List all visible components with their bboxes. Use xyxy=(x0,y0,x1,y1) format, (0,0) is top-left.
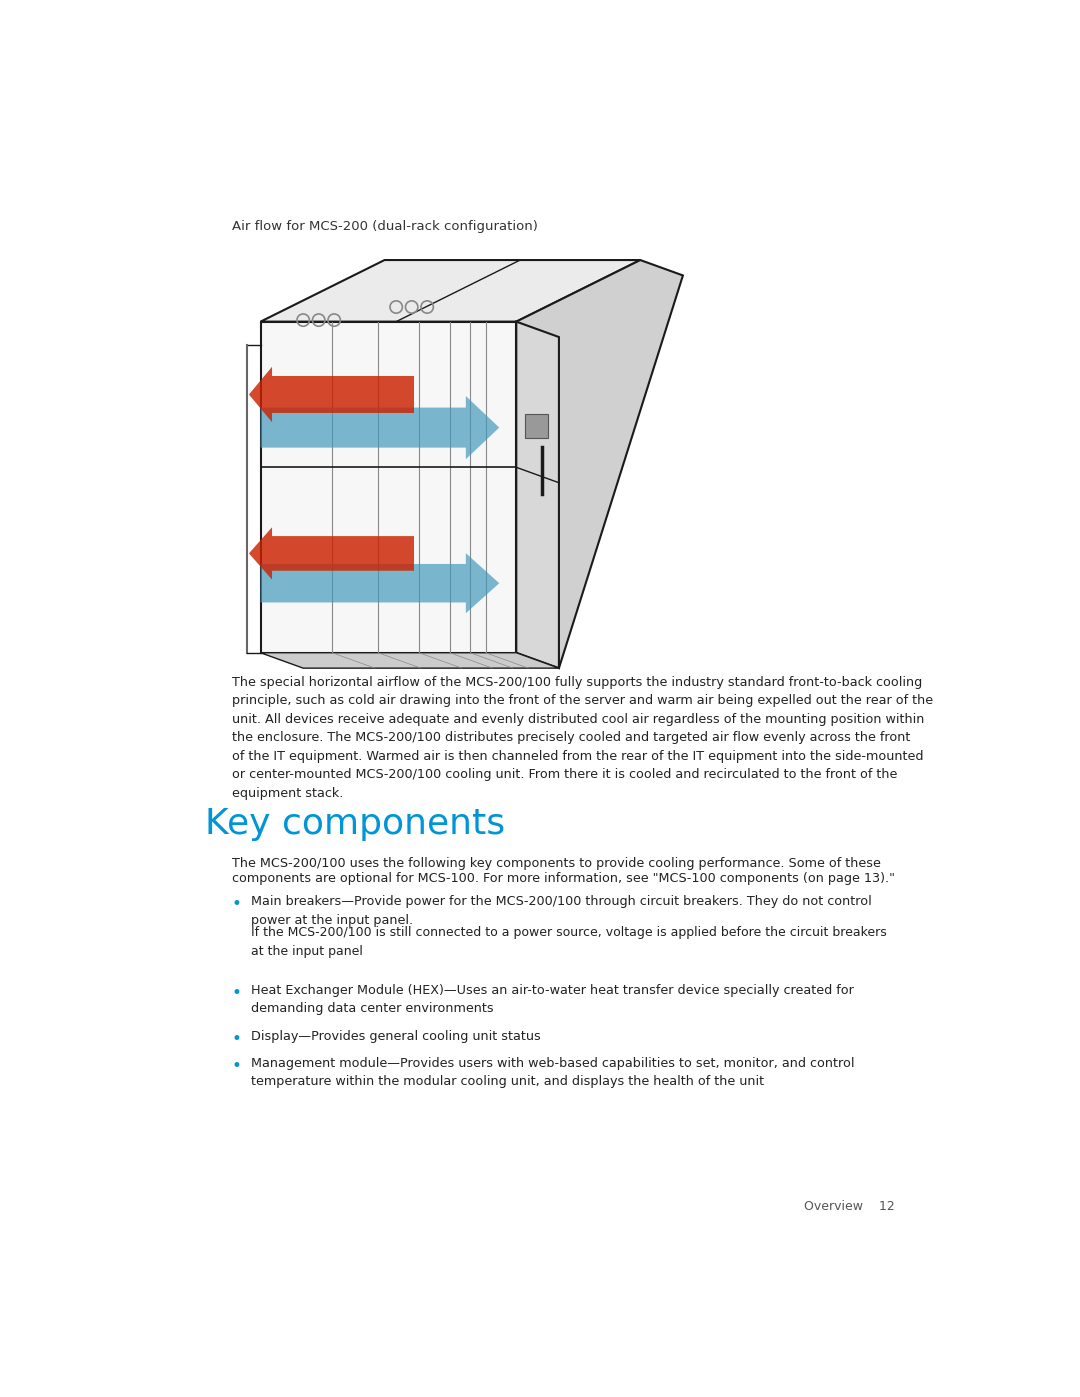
Text: If the MCS-200/100 is still connected to a power source, voltage is applied befo: If the MCS-200/100 is still connected to… xyxy=(252,926,887,957)
Bar xyxy=(525,415,549,437)
Polygon shape xyxy=(516,260,683,668)
Text: •: • xyxy=(232,1030,242,1048)
Text: components are optional for MCS-100. For more information, see "MCS-100 componen: components are optional for MCS-100. For… xyxy=(232,872,895,886)
Text: Heat Exchanger Module (HEX)—Uses an air-to-water heat transfer device specially : Heat Exchanger Module (HEX)—Uses an air-… xyxy=(252,983,854,1016)
Polygon shape xyxy=(260,652,559,668)
Text: Display—Provides general cooling unit status: Display—Provides general cooling unit st… xyxy=(252,1030,541,1044)
Text: Overview    12: Overview 12 xyxy=(804,1200,894,1214)
Text: •: • xyxy=(232,895,242,914)
Text: •: • xyxy=(232,983,242,1002)
Text: Key components: Key components xyxy=(205,806,504,841)
Polygon shape xyxy=(516,321,559,668)
Polygon shape xyxy=(260,395,499,460)
Polygon shape xyxy=(248,527,414,580)
Text: Management module—Provides users with web-based capabilities to set, monitor, an: Management module—Provides users with we… xyxy=(252,1058,854,1088)
Text: The MCS-200/100 uses the following key components to provide cooling performance: The MCS-200/100 uses the following key c… xyxy=(232,856,881,870)
Polygon shape xyxy=(260,553,499,613)
Text: •: • xyxy=(232,1058,242,1074)
Polygon shape xyxy=(260,260,640,321)
Text: Main breakers—Provide power for the MCS-200/100 through circuit breakers. They d: Main breakers—Provide power for the MCS-… xyxy=(252,895,872,926)
Polygon shape xyxy=(248,367,414,422)
Text: The special horizontal airflow of the MCS-200/100 fully supports the industry st: The special horizontal airflow of the MC… xyxy=(232,676,933,800)
Text: Air flow for MCS-200 (dual-rack configuration): Air flow for MCS-200 (dual-rack configur… xyxy=(232,219,538,233)
Polygon shape xyxy=(260,321,516,652)
